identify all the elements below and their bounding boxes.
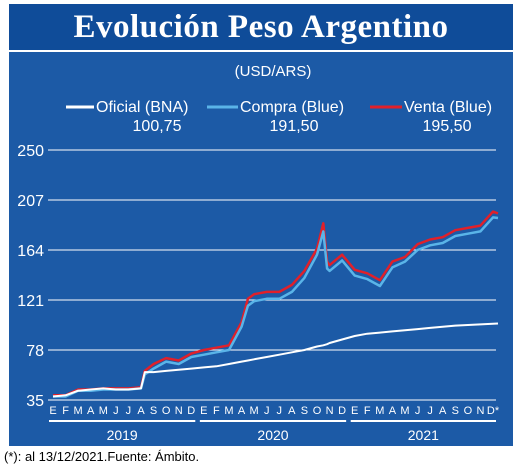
x-tick-label: A (87, 405, 95, 417)
chart-subtitle: (USD/ARS) (235, 63, 312, 80)
x-tick-label: S (301, 405, 308, 417)
x-tick-label: O (464, 405, 473, 417)
x-tick-label: A (288, 405, 296, 417)
x-tick-label: D* (487, 405, 500, 417)
x-tick-label: J (427, 405, 433, 417)
x-tick-label: N (326, 405, 334, 417)
x-tick-label: M (74, 405, 83, 417)
x-tick-label: J (113, 405, 119, 417)
x-tick-label: M (224, 405, 233, 417)
x-tick-label: S (452, 405, 459, 417)
x-tick-label: A (238, 405, 246, 417)
legend-value: 191,50 (270, 118, 319, 135)
year-label: 2021 (408, 427, 439, 443)
y-tick-label: 250 (17, 143, 44, 160)
y-tick-label: 78 (26, 343, 44, 360)
year-label: 2019 (107, 427, 138, 443)
x-tick-label: O (162, 405, 171, 417)
x-tick-label: E (351, 405, 358, 417)
x-tick-label: A (439, 405, 447, 417)
x-tick-label: F (364, 405, 371, 417)
title-bar: Evolución Peso Argentino (9, 4, 513, 52)
legend-label: Venta (Blue) (404, 99, 492, 116)
x-tick-label: M (250, 405, 259, 417)
x-tick-label: J (277, 405, 283, 417)
x-tick-label: D (187, 405, 195, 417)
x-tick-label: S (150, 405, 157, 417)
year-label: 2020 (257, 427, 288, 443)
x-tick-label: N (476, 405, 484, 417)
chart-title: Evolución Peso Argentino (73, 9, 449, 45)
x-tick-label: A (389, 405, 397, 417)
series-line (53, 210, 499, 397)
x-tick-label: D (338, 405, 346, 417)
legend-value: 100,75 (133, 118, 182, 135)
x-tick-label: A (137, 405, 145, 417)
x-tick-label: E (49, 405, 56, 417)
x-tick-label: F (213, 405, 220, 417)
x-tick-label: M (99, 405, 108, 417)
y-tick-label: 164 (17, 243, 44, 260)
series-line (53, 216, 499, 398)
x-tick-label: J (264, 405, 270, 417)
chart-frame: Evolución Peso Argentino (9, 4, 513, 446)
series-line (52, 322, 499, 398)
x-tick-label: M (400, 405, 409, 417)
x-tick-label: E (200, 405, 207, 417)
y-tick-label: 35 (26, 393, 44, 410)
x-tick-label: M (375, 405, 384, 417)
legend-label: Compra (Blue) (240, 99, 344, 116)
x-tick-label: N (175, 405, 183, 417)
x-tick-label: J (126, 405, 132, 417)
y-tick-label: 207 (17, 193, 44, 210)
x-tick-label: J (415, 405, 421, 417)
legend-value: 195,50 (423, 118, 472, 135)
footnote: (*): al 13/12/2021.Fuente: Ámbito. (4, 449, 200, 464)
legend-label: Oficial (BNA) (96, 99, 188, 116)
x-tick-label: O (313, 405, 322, 417)
x-tick-label: F (62, 405, 69, 417)
y-tick-label: 121 (17, 293, 44, 310)
